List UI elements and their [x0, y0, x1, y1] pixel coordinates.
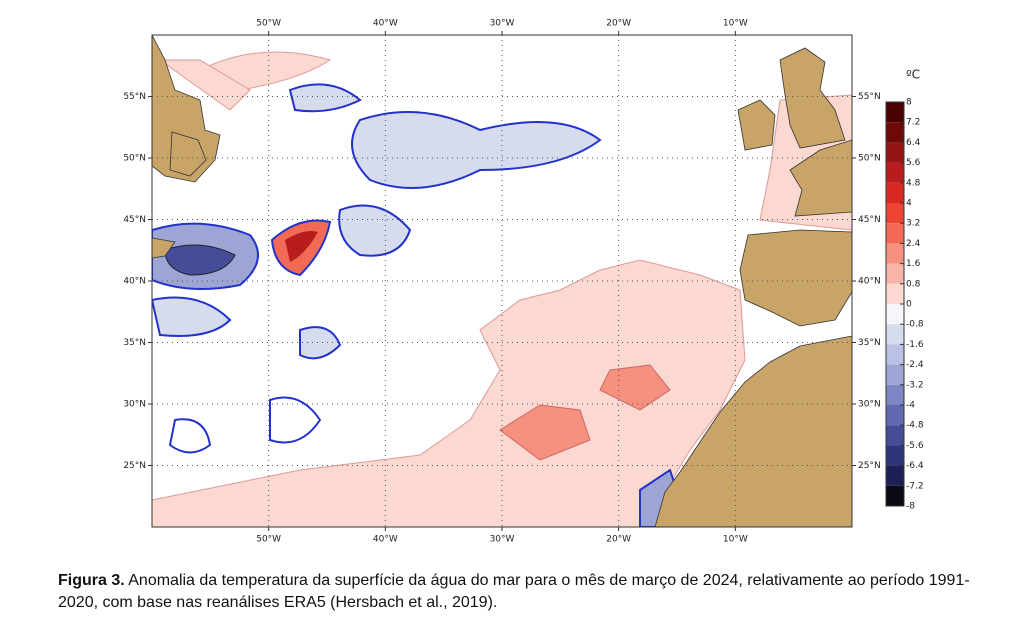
lon-label-top: 40°W [373, 19, 398, 29]
colorbar-segment [886, 162, 904, 183]
colorbar-segment [886, 465, 904, 486]
colorbar-segment [886, 102, 904, 123]
lat-label-left: 35°N [123, 338, 146, 348]
colorbar-label: 7.2 [906, 118, 920, 128]
colorbar-label: -6.4 [906, 461, 924, 471]
colorbar-label: 6.4 [906, 138, 921, 148]
colorbar-label: -7.2 [906, 481, 924, 491]
lon-label-top: 20°W [606, 19, 631, 29]
lon-label-bottom: 20°W [606, 535, 631, 545]
colorbar-segment [886, 344, 904, 365]
land [152, 35, 852, 527]
colorbar-segment [886, 263, 904, 284]
colorbar-label: 3.2 [906, 219, 920, 229]
colorbar-label: 0 [906, 300, 912, 310]
lon-label-bottom: 50°W [256, 535, 281, 545]
colorbar-segment [886, 142, 904, 163]
lat-label-right: 35°N [858, 338, 881, 348]
lat-label-left: 40°N [123, 277, 146, 287]
colorbar-label: -0.8 [906, 320, 924, 330]
caption: Figura 3. Anomalia da temperatura da sup… [58, 570, 1008, 614]
colorbar-segment [886, 223, 904, 244]
lat-label-right: 45°N [858, 215, 881, 225]
lat-label-right: 40°N [858, 277, 881, 287]
anomaly-field [152, 51, 852, 527]
colorbar-segment [886, 182, 904, 203]
colorbar-segment [886, 384, 904, 405]
colorbar-label: 4.8 [906, 178, 921, 188]
colorbar-segment [886, 243, 904, 264]
colorbar-label: 4 [906, 199, 912, 209]
lon-label-top: 50°W [256, 19, 281, 29]
map-figure: ºC 50°W 50°W 40°W 40°W 30°W 30°W 20°W 20°W 10°W 1… [123, 19, 924, 545]
colorbar-label: 0.8 [906, 279, 921, 289]
colorbar-segment [886, 324, 904, 345]
lat-label-right: 50°N [858, 154, 881, 164]
lon-label-top: 30°W [490, 19, 515, 29]
colorbar-segment [886, 485, 904, 506]
caption-label: Figura 3. [58, 572, 125, 589]
colorbar-label: 2.4 [906, 239, 921, 249]
lon-label-bottom: 10°W [723, 535, 748, 545]
lon-label-bottom: 40°W [373, 535, 398, 545]
lat-label-right: 30°N [858, 400, 881, 410]
colorbar-segment [886, 122, 904, 143]
lat-label-left: 50°N [123, 154, 146, 164]
colorbar-segment [886, 445, 904, 466]
colorbar-label: -1.6 [906, 340, 924, 350]
colorbar-label: -8 [906, 502, 915, 512]
lat-label-right: 55°N [858, 92, 881, 102]
colorbar-label: 5.6 [906, 158, 921, 168]
colorbar-segment [886, 425, 904, 446]
colorbar-unit: ºC [906, 68, 920, 82]
lat-label-left: 45°N [123, 215, 146, 225]
colorbar-segment [886, 405, 904, 426]
colorbar-label: -4 [906, 401, 915, 411]
colorbar-label: -4.8 [906, 421, 924, 431]
lat-label-left: 30°N [123, 400, 146, 410]
lat-label-right: 25°N [858, 461, 881, 471]
caption-text: Anomalia da temperatura da superfície da… [58, 572, 970, 611]
lat-label-left: 55°N [123, 92, 146, 102]
lon-label-top: 10°W [723, 19, 748, 29]
colorbar-label: 8 [906, 98, 912, 108]
lat-label-left: 25°N [123, 461, 146, 471]
colorbar-label: -5.6 [906, 441, 924, 451]
colorbar-label: -2.4 [906, 360, 924, 370]
colorbar-label: 1.6 [906, 259, 921, 269]
colorbar-segment [886, 283, 904, 304]
colorbar-label: -3.2 [906, 380, 924, 390]
colorbar-segment [886, 364, 904, 385]
colorbar-segment [886, 203, 904, 224]
colorbar-segment [886, 304, 904, 325]
lon-label-bottom: 30°W [490, 535, 515, 545]
